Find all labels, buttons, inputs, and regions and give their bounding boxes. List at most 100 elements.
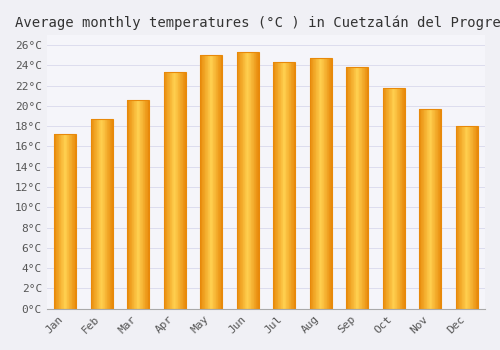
Bar <box>248 52 249 309</box>
Bar <box>319 58 320 309</box>
Bar <box>138 100 139 309</box>
Bar <box>326 58 328 309</box>
Bar <box>395 88 396 309</box>
Bar <box>170 72 171 309</box>
Bar <box>141 100 142 309</box>
Bar <box>469 126 470 309</box>
Bar <box>460 126 461 309</box>
Bar <box>136 100 138 309</box>
Bar <box>470 126 471 309</box>
Bar <box>111 119 112 309</box>
Bar <box>214 55 215 309</box>
Bar <box>68 134 69 309</box>
Bar <box>396 88 398 309</box>
Bar <box>212 55 214 309</box>
Bar <box>95 119 96 309</box>
Bar <box>71 134 72 309</box>
Bar <box>236 52 258 309</box>
Bar <box>202 55 203 309</box>
Bar <box>315 58 316 309</box>
Bar <box>142 100 144 309</box>
Bar <box>476 126 477 309</box>
Bar <box>148 100 149 309</box>
Bar <box>169 72 170 309</box>
Bar <box>97 119 98 309</box>
Bar <box>324 58 325 309</box>
Bar <box>318 58 319 309</box>
Bar <box>182 72 184 309</box>
Bar <box>134 100 135 309</box>
Bar <box>130 100 131 309</box>
Bar <box>391 88 392 309</box>
Bar <box>206 55 207 309</box>
Bar <box>475 126 476 309</box>
Bar <box>140 100 141 309</box>
Bar <box>291 62 292 309</box>
Bar <box>362 67 363 309</box>
Bar <box>456 126 458 309</box>
Bar <box>209 55 210 309</box>
Bar <box>250 52 252 309</box>
Bar <box>438 109 439 309</box>
Bar <box>387 88 388 309</box>
Bar <box>354 67 355 309</box>
Bar <box>292 62 293 309</box>
Bar <box>181 72 182 309</box>
Bar <box>165 72 166 309</box>
Bar <box>317 58 318 309</box>
Bar <box>350 67 352 309</box>
Bar <box>90 119 112 309</box>
Bar <box>284 62 285 309</box>
Bar <box>101 119 102 309</box>
Bar <box>430 109 431 309</box>
Bar <box>176 72 177 309</box>
Bar <box>103 119 104 309</box>
Bar <box>366 67 368 309</box>
Bar <box>127 100 149 309</box>
Bar <box>208 55 209 309</box>
Bar <box>433 109 434 309</box>
Bar <box>400 88 401 309</box>
Bar <box>424 109 425 309</box>
Bar <box>388 88 390 309</box>
Bar <box>285 62 286 309</box>
Bar <box>218 55 219 309</box>
Bar <box>426 109 428 309</box>
Bar <box>290 62 291 309</box>
Bar <box>128 100 130 309</box>
Bar <box>180 72 181 309</box>
Bar <box>425 109 426 309</box>
Bar <box>173 72 174 309</box>
Bar <box>200 55 201 309</box>
Bar <box>74 134 76 309</box>
Bar <box>458 126 460 309</box>
Bar <box>401 88 402 309</box>
Bar <box>220 55 222 309</box>
Bar <box>311 58 312 309</box>
Bar <box>200 55 222 309</box>
Bar <box>384 88 385 309</box>
Bar <box>431 109 432 309</box>
Bar <box>96 119 97 309</box>
Bar <box>331 58 332 309</box>
Bar <box>347 67 348 309</box>
Bar <box>178 72 179 309</box>
Bar <box>219 55 220 309</box>
Bar <box>456 126 477 309</box>
Bar <box>146 100 147 309</box>
Bar <box>216 55 217 309</box>
Bar <box>280 62 281 309</box>
Bar <box>254 52 255 309</box>
Bar <box>133 100 134 309</box>
Bar <box>474 126 475 309</box>
Bar <box>244 52 245 309</box>
Bar <box>109 119 110 309</box>
Bar <box>273 62 295 309</box>
Bar <box>201 55 202 309</box>
Bar <box>310 58 332 309</box>
Bar <box>135 100 136 309</box>
Bar <box>54 134 55 309</box>
Bar <box>420 109 441 309</box>
Bar <box>184 72 185 309</box>
Bar <box>423 109 424 309</box>
